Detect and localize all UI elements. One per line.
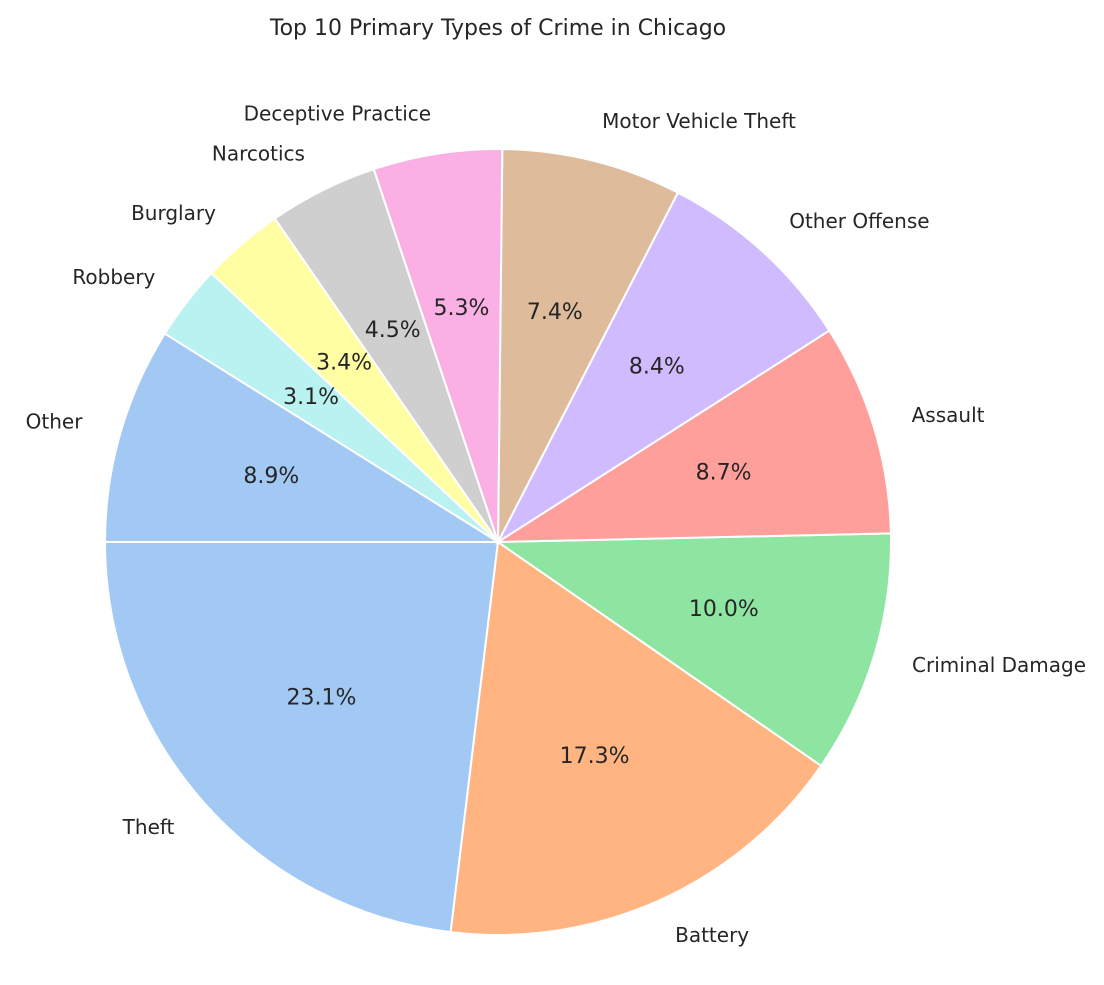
slice-percent-other-offense: 8.4%: [629, 355, 685, 380]
slice-label-criminal-damage: Criminal Damage: [912, 653, 1086, 677]
slice-label-burglary: Burglary: [131, 201, 216, 225]
slice-label-other-offense: Other Offense: [789, 209, 929, 233]
slice-percent-motor-vehicle-theft: 7.4%: [527, 300, 583, 325]
labels-layer: Theft 23.1% Battery 17.3% Criminal Damage 10.…: [26, 101, 1086, 946]
slice-label-other: Other: [26, 409, 84, 433]
pie-slice-other: [103, 332, 502, 543]
slice-label-theft: Theft: [122, 815, 175, 839]
chart-title: Top 10 Primary Types of Crime in Chicago: [269, 16, 727, 41]
pie-slice-other-offense: [495, 191, 831, 545]
slices-layer: [103, 148, 892, 936]
slice-percent-deceptive-practice: 5.3%: [434, 296, 490, 321]
slice-percent-narcotics: 4.5%: [365, 318, 421, 343]
slice-label-narcotics: Narcotics: [212, 142, 305, 166]
slice-label-motor-vehicle-theft: Motor Vehicle Theft: [602, 109, 796, 133]
slice-label-assault: Assault: [912, 403, 985, 427]
slice-label-robbery: Robbery: [72, 265, 155, 289]
pie-slice-motor-vehicle-theft: [497, 148, 680, 543]
slice-percent-battery: 17.3%: [560, 744, 630, 769]
slice-percent-criminal-damage: 10.0%: [689, 597, 759, 622]
pie-slice-assault: [494, 329, 892, 544]
slice-label-battery: Battery: [675, 923, 749, 947]
slice-percent-assault: 8.7%: [696, 460, 752, 485]
slice-label-deceptive-practice: Deceptive Practice: [244, 101, 431, 125]
slice-percent-theft: 23.1%: [287, 685, 357, 710]
pie-slice-criminal-damage: [494, 532, 892, 768]
slice-percent-burglary: 3.4%: [316, 350, 372, 375]
slice-percent-other: 8.9%: [243, 464, 299, 489]
pie-slice-battery: [449, 540, 823, 936]
pie-slice-theft: [103, 541, 500, 934]
slice-percent-robbery: 3.1%: [283, 385, 339, 410]
